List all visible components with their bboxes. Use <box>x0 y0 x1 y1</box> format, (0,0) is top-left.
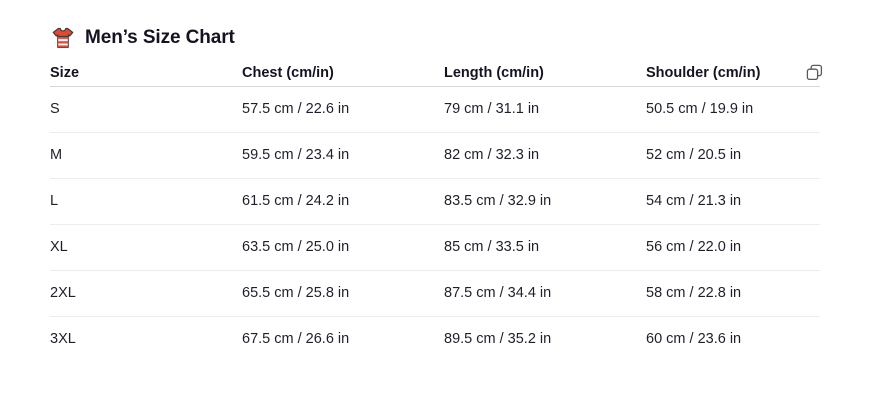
page-title: Men’s Size Chart <box>50 24 235 52</box>
cell-chest: 67.5 cm / 26.6 in <box>242 331 350 347</box>
table-row: S 57.5 cm / 22.6 in 79 cm / 31.1 in 50.5… <box>50 86 820 133</box>
cell-size: S <box>50 86 242 133</box>
cell-chest: 57.5 cm / 22.6 in <box>242 86 444 133</box>
table-header-row: Size Chest (cm/in) Length (cm/in) Should… <box>50 60 823 87</box>
cell-length: 89.5 cm / 35.2 in <box>444 331 552 347</box>
cell-length: 79 cm / 31.1 in <box>444 86 646 133</box>
table-body: S 57.5 cm / 22.6 in 79 cm / 31.1 in 50.5… <box>50 86 820 363</box>
column-header-size: Size <box>50 60 242 87</box>
column-header-shoulder-cell: Shoulder (cm/in) <box>646 60 823 87</box>
cell-size: 3XL <box>50 331 76 347</box>
column-header-shoulder: Shoulder (cm/in) <box>646 65 761 81</box>
cell-shoulder: 60 cm / 23.6 in <box>646 331 742 347</box>
cell-length: 87.5 cm / 34.4 in <box>444 270 646 317</box>
cell-size: XL <box>50 224 242 271</box>
cell-chest: 63.5 cm / 25.0 in <box>242 224 444 271</box>
cell-shoulder: 56 cm / 22.0 in <box>646 224 820 271</box>
cell-length: 82 cm / 32.3 in <box>444 132 646 179</box>
tshirt-icon <box>50 25 76 51</box>
table-row: L 61.5 cm / 24.2 in 83.5 cm / 32.9 in 54… <box>50 178 820 225</box>
cell-shoulder: 52 cm / 20.5 in <box>646 132 820 179</box>
cell-shoulder: 50.5 cm / 19.9 in <box>646 86 820 133</box>
table-row: 2XL 65.5 cm / 25.8 in 87.5 cm / 34.4 in … <box>50 270 820 317</box>
column-header-length: Length (cm/in) <box>444 60 646 87</box>
size-chart-table: Size Chest (cm/in) Length (cm/in) Should… <box>50 60 823 363</box>
column-header-chest: Chest (cm/in) <box>242 60 444 87</box>
cell-shoulder: 58 cm / 22.8 in <box>646 270 820 317</box>
table-row: 3XL 67.5 cm / 26.6 in 89.5 cm / 35.2 in … <box>50 317 820 363</box>
cell-size: L <box>50 178 242 225</box>
cell-chest: 61.5 cm / 24.2 in <box>242 178 444 225</box>
cell-length: 83.5 cm / 32.9 in <box>444 178 646 225</box>
table-row: M 59.5 cm / 23.4 in 82 cm / 32.3 in 52 c… <box>50 132 820 179</box>
cell-shoulder: 54 cm / 21.3 in <box>646 178 820 225</box>
table-row: XL 63.5 cm / 25.0 in 85 cm / 33.5 in 56 … <box>50 224 820 271</box>
copy-icon[interactable] <box>805 63 824 82</box>
cell-length: 85 cm / 33.5 in <box>444 224 646 271</box>
table-header: Size Chest (cm/in) Length (cm/in) Should… <box>50 60 823 87</box>
cell-size: 2XL <box>50 270 242 317</box>
cell-chest: 59.5 cm / 23.4 in <box>242 132 444 179</box>
page-title-label: Men’s Size Chart <box>85 27 235 48</box>
cell-chest: 65.5 cm / 25.8 in <box>242 270 444 317</box>
cell-size: M <box>50 132 242 179</box>
